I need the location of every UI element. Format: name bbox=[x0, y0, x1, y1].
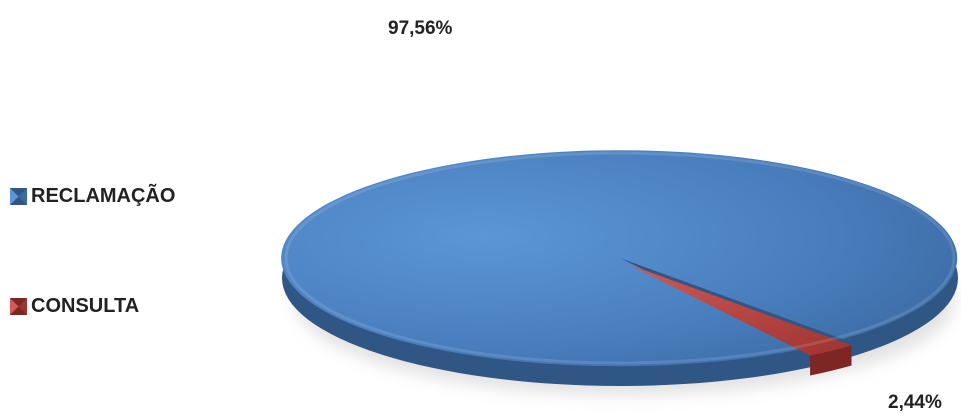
legend-item-reclamacao: RECLAMAÇÃO bbox=[10, 180, 175, 212]
pie-rim-highlight bbox=[284, 151, 956, 365]
legend-swatch-consulta bbox=[10, 297, 27, 315]
legend-item-consulta: CONSULTA bbox=[10, 290, 175, 322]
legend: RECLAMAÇÃO CONSULTA bbox=[10, 180, 175, 322]
data-label-consulta: 2,44% bbox=[888, 392, 942, 413]
legend-label-reclamacao: RECLAMAÇÃO bbox=[31, 184, 176, 207]
data-label-reclamacao: 97,56% bbox=[388, 18, 453, 39]
legend-swatch-reclamacao bbox=[10, 187, 27, 205]
legend-label-consulta: CONSULTA bbox=[31, 294, 140, 317]
pie-slice-reclamacao bbox=[281, 150, 958, 367]
pie-slice-consulta bbox=[628, 264, 852, 356]
